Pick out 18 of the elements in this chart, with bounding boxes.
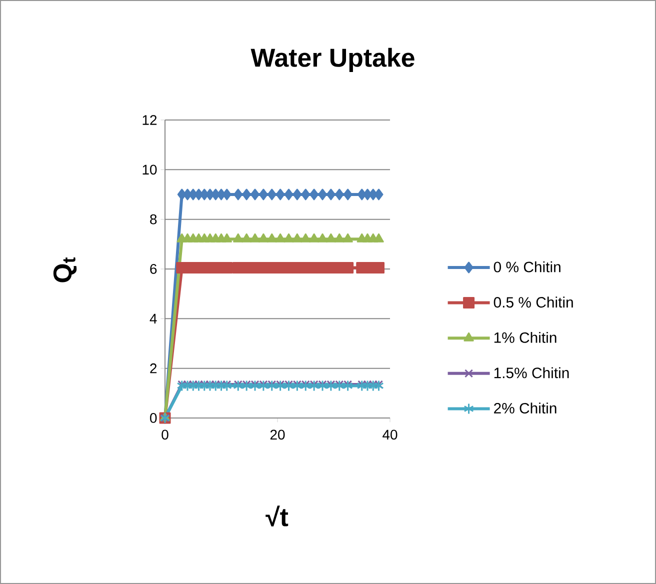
- y-tick-label: 10: [142, 164, 157, 175]
- legend-label: 1% Chitin: [494, 332, 556, 343]
- y-tick-label: 2: [150, 363, 157, 374]
- y-axis-title: Q$_{t}$: [53, 257, 77, 282]
- x-tick-label: 40: [382, 430, 398, 440]
- legend-label: 2% Chitin: [494, 402, 556, 414]
- chart-title: Water Uptake: [250, 48, 414, 72]
- y-tick-label: 6: [150, 264, 157, 274]
- y-tick-label: 12: [142, 115, 157, 125]
- y-tick-label: 0: [150, 413, 157, 423]
- y-tick-label: 8: [150, 214, 157, 224]
- legend-label: 0 % Chitin: [494, 261, 560, 272]
- x-axis-title: √t: [266, 506, 288, 526]
- x-tick-label: 0: [162, 430, 168, 440]
- x-tick-label: 20: [270, 430, 285, 440]
- legend-label: 0.5 % Chitin: [494, 296, 573, 308]
- legend-label: 1.5% Chitin: [494, 367, 569, 378]
- y-tick-label: 4: [150, 314, 157, 324]
